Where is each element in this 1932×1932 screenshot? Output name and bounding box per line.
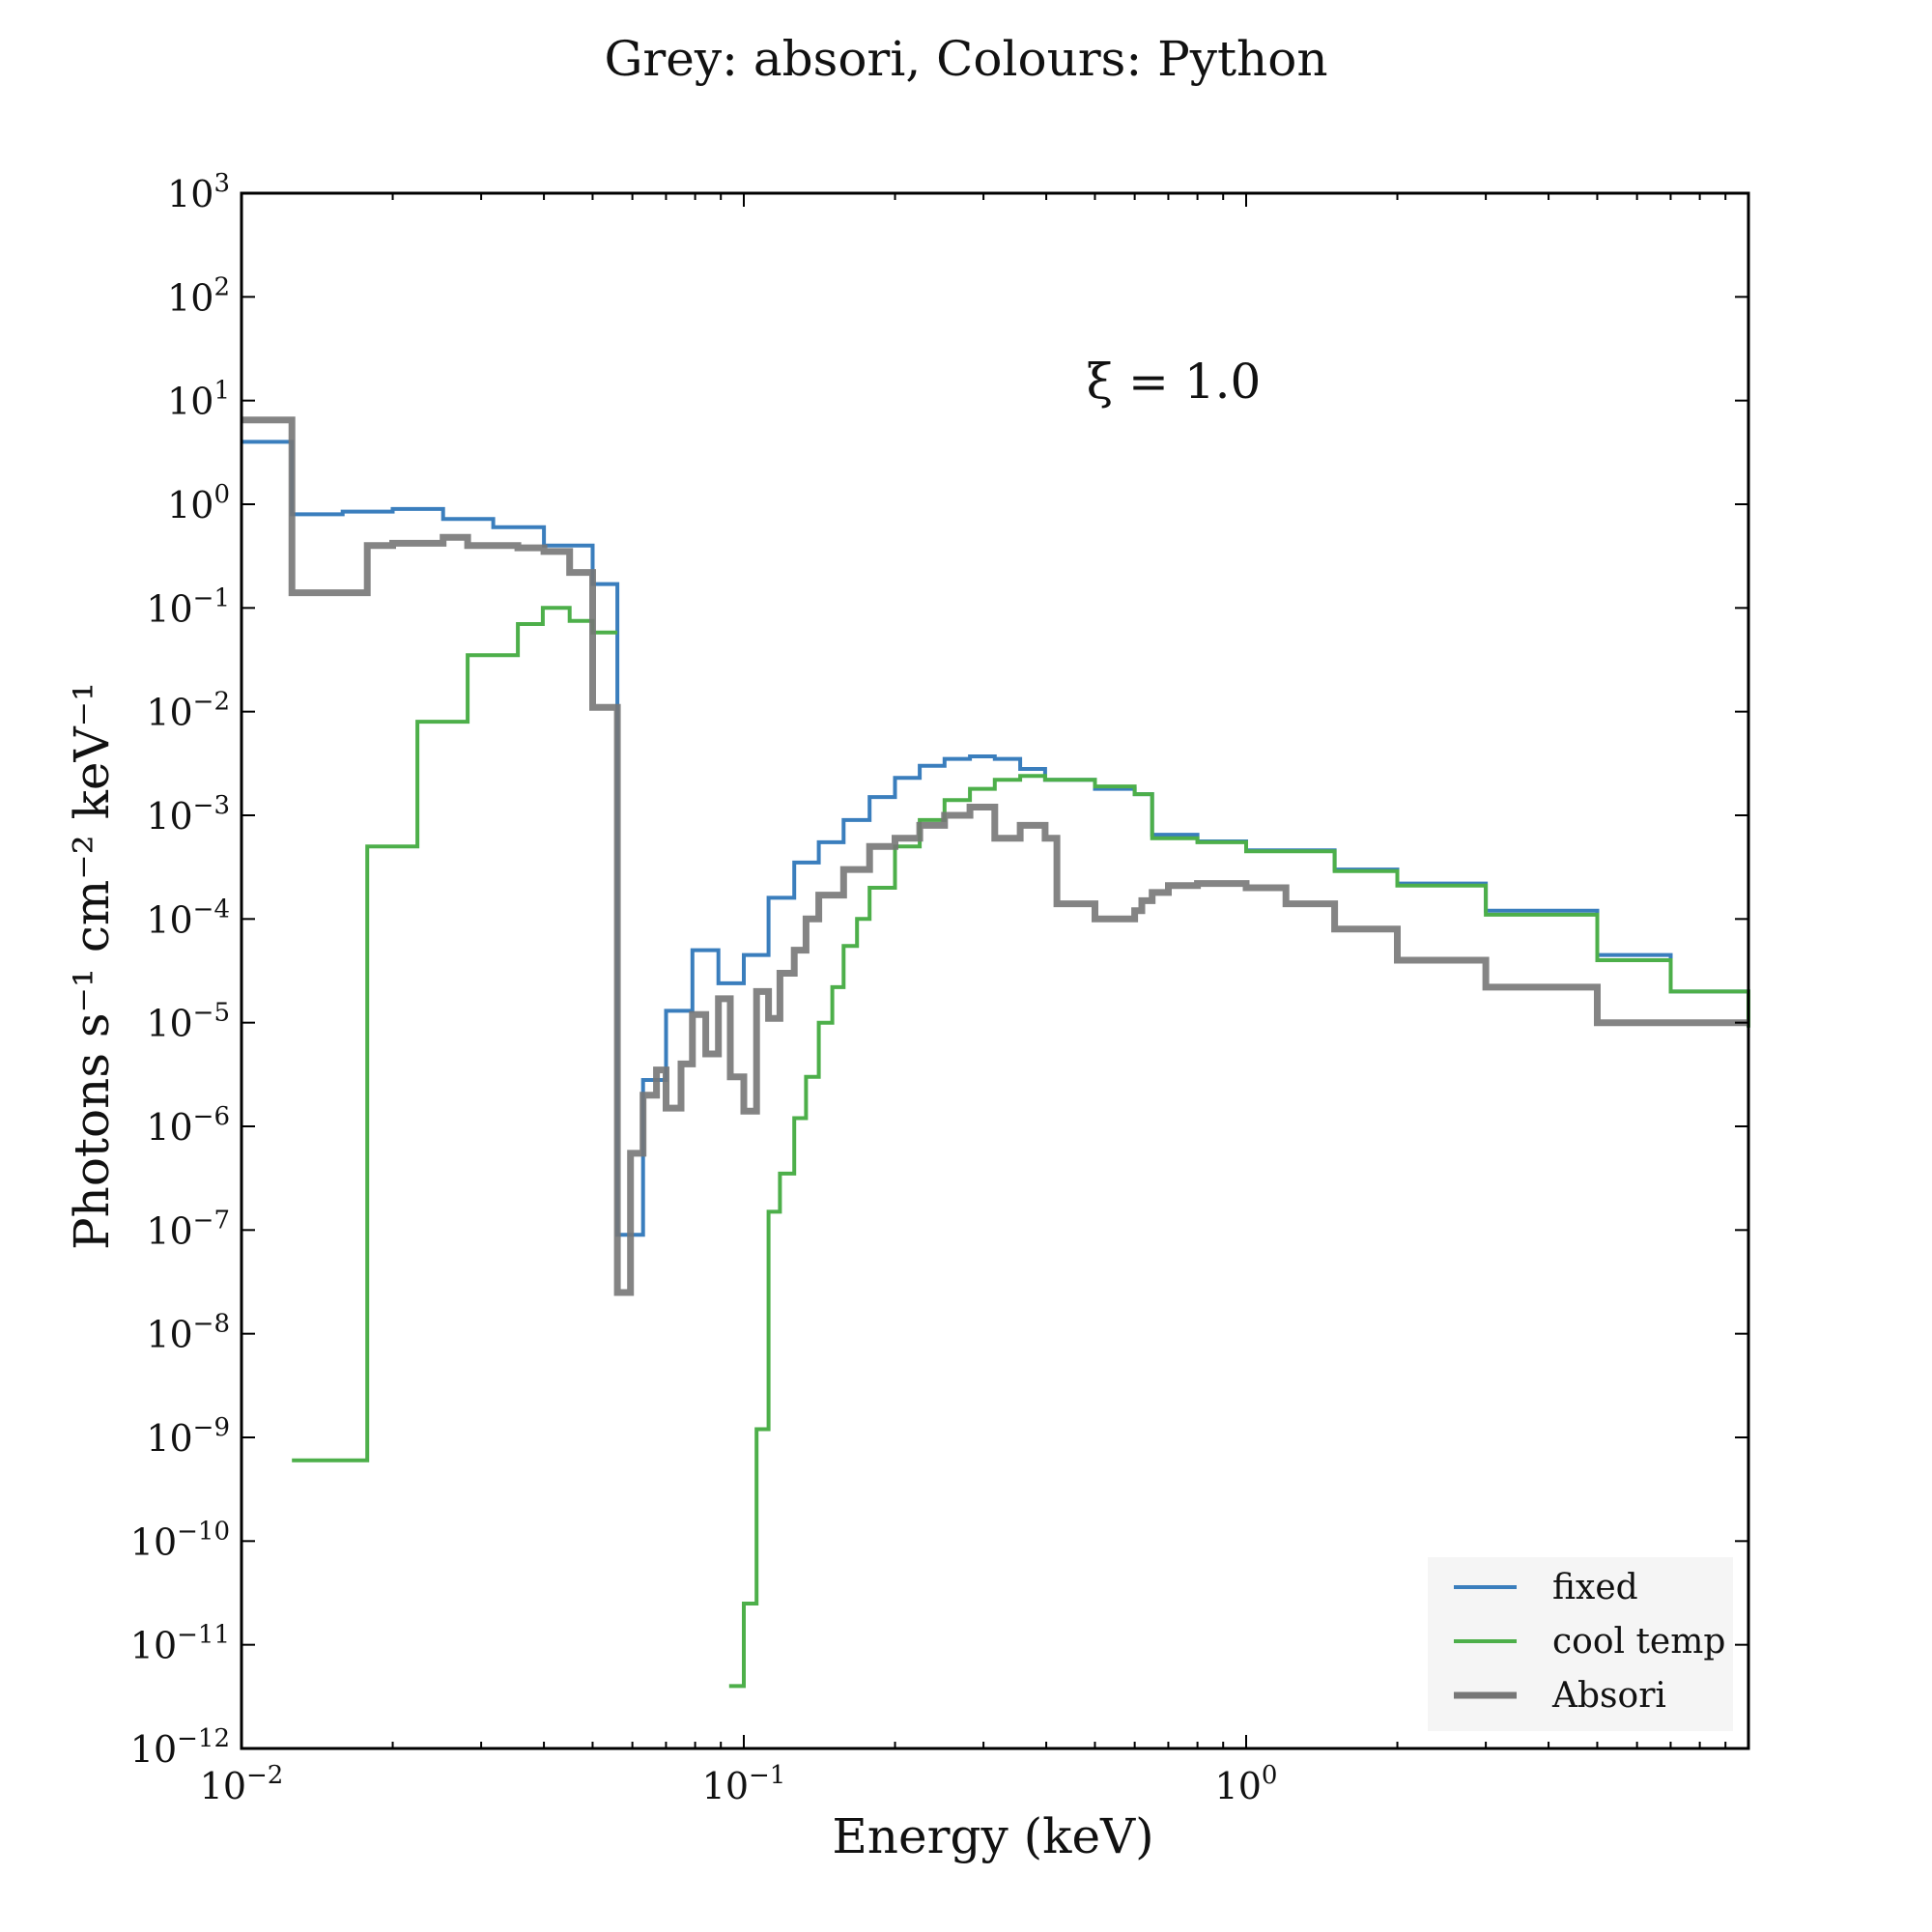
y-tick-label: 100 (167, 480, 230, 526)
series-line-cool-temp (292, 606, 1750, 1689)
y-tick-label: 102 (167, 272, 230, 319)
y-axis-ticks: 103 102 101 100 10−1 10−2 10−3 10−4 10−5 10−6 10−7… (130, 169, 1748, 1771)
y-tick-label: 10−1 (146, 583, 230, 630)
y-tick-label: 10−5 (146, 999, 230, 1045)
y-tick-label: 10−8 (146, 1310, 230, 1356)
x-axis-ticks: 10−2 10−1 100 (200, 193, 1727, 1807)
x-tick-label: 100 (1215, 1761, 1278, 1807)
y-tick-label: 10−6 (146, 1102, 230, 1149)
y-tick-label: 10−11 (130, 1621, 230, 1667)
y-axis-label: Photons s⁻¹ cm⁻² keV⁻¹ (64, 682, 120, 1250)
y-tick-label: 10−2 (146, 688, 230, 734)
y-tick-label: 10−9 (146, 1413, 230, 1460)
y-tick-label: 10−7 (146, 1206, 230, 1252)
x-axis-label: Energy (keV) (832, 1808, 1153, 1864)
xi-annotation: ξ = 1.0 (1087, 354, 1262, 410)
y-tick-label: 101 (167, 377, 230, 423)
y-tick-label: 10−4 (146, 895, 230, 941)
series-line-absori (242, 416, 1748, 1296)
y-tick-label: 10−10 (130, 1517, 230, 1563)
plot-frame (240, 191, 1750, 1750)
y-tick-label: 103 (167, 169, 230, 215)
legend-label-absori: Absori (1551, 1676, 1666, 1716)
y-tick-label: 10−12 (130, 1724, 230, 1771)
x-tick-label: 10−1 (702, 1761, 786, 1807)
x-tick-label: 10−2 (200, 1761, 284, 1807)
chart-title: Grey: absori, Colours: Python (604, 31, 1327, 87)
y-tick-label: 10−3 (146, 791, 230, 838)
legend-label-fixed: fixed (1552, 1568, 1638, 1607)
legend-label-cool-temp: cool temp (1552, 1622, 1725, 1662)
legend: fixed cool temp Absori (1428, 1557, 1733, 1731)
plot-series (242, 416, 1750, 1689)
